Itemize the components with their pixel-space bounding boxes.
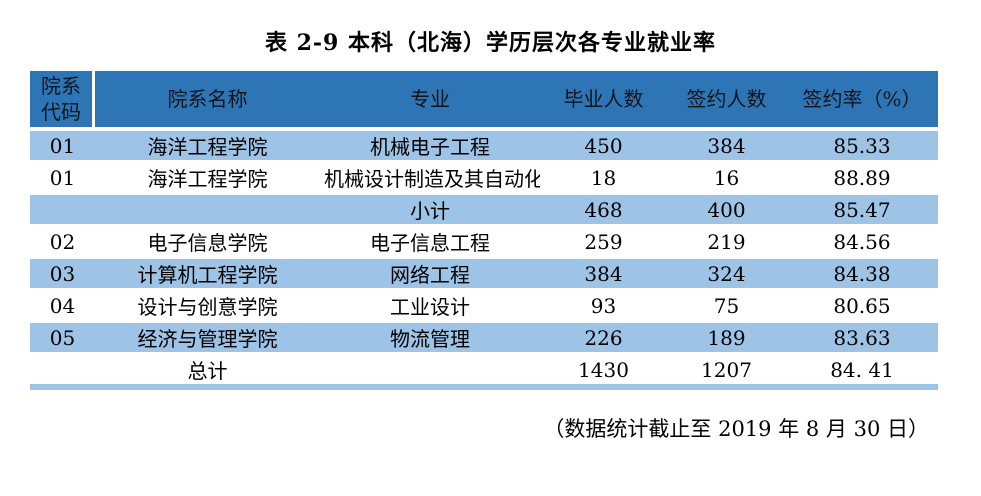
column-header-rate: 签约率（%）: [786, 71, 938, 131]
cell-dept-code: 05: [30, 323, 95, 355]
cell-rate: 84.38: [786, 259, 938, 291]
cell-rate: 84. 41: [786, 355, 938, 390]
cell-dept-name: 计算机工程学院: [95, 259, 320, 291]
subtotal-row: 小计 468 400 85.47: [30, 195, 938, 227]
table-row: 01 海洋工程学院 机械电子工程 450 384 85.33: [30, 131, 938, 163]
table-row: 05 经济与管理学院 物流管理 226 189 83.63: [30, 323, 938, 355]
cell-signed: 16: [667, 163, 786, 195]
cell-signed: 1207: [667, 355, 786, 390]
column-header-signed: 签约人数: [667, 71, 786, 131]
cell-dept-name: 电子信息学院: [95, 227, 320, 259]
cell-major: 网络工程: [320, 259, 540, 291]
header-row: 院系代码 院系名称 专业 毕业人数 签约人数 签约率（%）: [30, 71, 938, 131]
cell-graduates: 259: [540, 227, 667, 259]
cell-dept-code: 02: [30, 227, 95, 259]
cell-signed: 189: [667, 323, 786, 355]
cell-graduates: 1430: [540, 355, 667, 390]
cell-graduates: 226: [540, 323, 667, 355]
cell-rate: 80.65: [786, 291, 938, 323]
cell-dept-name: 总计: [95, 355, 320, 390]
cell-graduates: 18: [540, 163, 667, 195]
employment-rate-table: 院系代码 院系名称 专业 毕业人数 签约人数 签约率（%） 01 海洋工程学院 …: [30, 71, 938, 390]
cell-dept-name: 海洋工程学院: [95, 163, 320, 195]
cell-major: 工业设计: [320, 291, 540, 323]
cell-graduates: 384: [540, 259, 667, 291]
column-header-graduates: 毕业人数: [540, 71, 667, 131]
table-body: 01 海洋工程学院 机械电子工程 450 384 85.33 01 海洋工程学院…: [30, 131, 938, 390]
cell-major: 电子信息工程: [320, 227, 540, 259]
cell-rate: 85.47: [786, 195, 938, 227]
cell-graduates: 93: [540, 291, 667, 323]
cell-dept-code: 03: [30, 259, 95, 291]
cell-rate: 85.33: [786, 131, 938, 163]
cell-major: 小计: [320, 195, 540, 227]
cell-signed: 400: [667, 195, 786, 227]
data-cutoff-note: （数据统计截止至 2019 年 8 月 30 日）: [543, 417, 929, 441]
cell-rate: 84.56: [786, 227, 938, 259]
column-header-major: 专业: [320, 71, 540, 131]
cell-dept-code: 01: [30, 163, 95, 195]
table-row: 01 海洋工程学院 机械设计制造及其自动化 18 16 88.89: [30, 163, 938, 195]
column-header-dept-name: 院系名称: [95, 71, 320, 131]
cell-major: 机械设计制造及其自动化: [320, 163, 540, 195]
cell-signed: 75: [667, 291, 786, 323]
table-row: 04 设计与创意学院 工业设计 93 75 80.65: [30, 291, 938, 323]
cell-rate: 83.63: [786, 323, 938, 355]
cell-major: 机械电子工程: [320, 131, 540, 163]
table-row: 03 计算机工程学院 网络工程 384 324 84.38: [30, 259, 938, 291]
cell-dept-name: [95, 195, 320, 227]
cell-dept-name: 设计与创意学院: [95, 291, 320, 323]
table-title: 表 2-9 本科（北海）学历层次各专业就业率: [264, 30, 717, 56]
column-header-dept-code: 院系代码: [30, 71, 95, 131]
cell-signed: 219: [667, 227, 786, 259]
cell-dept-code: [30, 195, 95, 227]
table-header: 院系代码 院系名称 专业 毕业人数 签约人数 签约率（%）: [30, 71, 938, 131]
cell-dept-name: 经济与管理学院: [95, 323, 320, 355]
cell-graduates: 450: [540, 131, 667, 163]
cell-major: [320, 355, 540, 390]
table-row: 02 电子信息学院 电子信息工程 259 219 84.56: [30, 227, 938, 259]
cell-dept-code: 04: [30, 291, 95, 323]
cell-dept-code: 01: [30, 131, 95, 163]
cell-signed: 324: [667, 259, 786, 291]
cell-graduates: 468: [540, 195, 667, 227]
document-page: 表 2-9 本科（北海）学历层次各专业就业率 院系代码 院系名称 专业 毕业人数…: [0, 28, 981, 496]
cell-dept-name: 海洋工程学院: [95, 131, 320, 163]
cell-dept-code: [30, 355, 95, 390]
cell-major: 物流管理: [320, 323, 540, 355]
cell-signed: 384: [667, 131, 786, 163]
total-row: 总计 1430 1207 84. 41: [30, 355, 938, 390]
cell-rate: 88.89: [786, 163, 938, 195]
